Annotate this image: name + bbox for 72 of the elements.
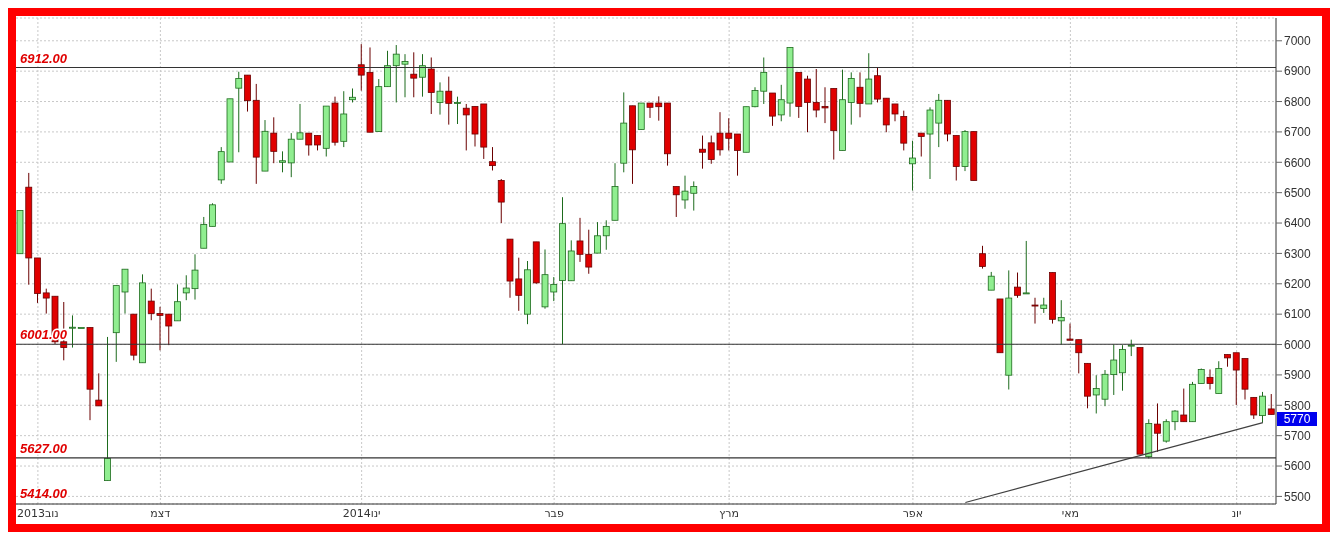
- candlestick: [734, 133, 741, 177]
- candlestick: [987, 271, 995, 291]
- candlestick: [856, 71, 864, 118]
- candlestick: [672, 186, 680, 218]
- y-tick-label: 6200: [1284, 277, 1312, 292]
- ref-line-label: 6912.00: [20, 50, 68, 66]
- text: 5770: [1277, 412, 1317, 427]
- candlestick: [174, 283, 181, 322]
- candlestick: [594, 221, 601, 254]
- candlestick: [874, 67, 881, 103]
- candlestick: [209, 202, 216, 227]
- candlestick: [384, 50, 391, 88]
- candlestick: [454, 96, 461, 125]
- candlestick: [200, 216, 208, 249]
- y-tick-label: 6900: [1284, 64, 1312, 79]
- candlestick: [419, 53, 426, 98]
- x-tick-label: פבר: [544, 506, 564, 520]
- x-tick-label: דצמ: [150, 506, 171, 520]
- candlestick: [979, 245, 986, 270]
- y-tick-label: 5900: [1284, 368, 1312, 383]
- candlestick: [769, 92, 776, 127]
- y-tick-label: 6700: [1284, 125, 1312, 140]
- x-tick-label: מרץ: [719, 506, 739, 520]
- candlestick: [436, 81, 444, 116]
- candlestick: [1014, 272, 1021, 299]
- candlestick: [917, 132, 925, 158]
- candlestick: [1267, 393, 1275, 415]
- ref-line-label: 5627.00: [20, 440, 68, 456]
- y-tick-label: 6800: [1284, 94, 1312, 109]
- y-tick-label: 6400: [1284, 216, 1312, 231]
- candlestick: [445, 76, 453, 126]
- y-tick-label: 5700: [1284, 428, 1312, 443]
- candlestick: [497, 178, 505, 224]
- x-tick-label: אפר: [902, 506, 924, 520]
- candlestick: [427, 56, 435, 115]
- candlestick: [1259, 391, 1266, 424]
- y-tick-label: 6500: [1284, 185, 1312, 200]
- candlestick: [279, 150, 286, 173]
- candlestick: [1031, 297, 1039, 325]
- y-tick-label: 6100: [1284, 307, 1312, 322]
- candlestick: [69, 314, 76, 349]
- y-tick-label: 5600: [1284, 459, 1312, 474]
- candlestick: [847, 71, 855, 126]
- candlestick: [1022, 240, 1030, 295]
- annotation: 5414.00: [20, 486, 67, 501]
- y-tick-label: 6300: [1284, 246, 1312, 261]
- y-tick-label: 5500: [1284, 489, 1312, 504]
- candlestick: [1119, 344, 1126, 392]
- candlestick: [410, 51, 418, 98]
- y-tick-label: 6000: [1284, 337, 1312, 352]
- candlestick: [1250, 396, 1258, 420]
- y-tick-label: 5800: [1284, 398, 1312, 413]
- candlestick: [602, 219, 610, 251]
- candlestick: [235, 71, 243, 153]
- candlestick: [1180, 388, 1188, 423]
- candlestick: [95, 372, 103, 407]
- candlestick: [909, 140, 916, 192]
- candlestick: [804, 75, 811, 133]
- x-tick-label: מאי: [1061, 506, 1080, 520]
- candlestick: [489, 146, 496, 171]
- x-tick-label: ינו2014: [342, 506, 381, 520]
- x-tick-label: יונ: [1231, 506, 1242, 520]
- candlestick: [699, 135, 706, 170]
- candlestick: [270, 116, 278, 164]
- y-tick-label: 6600: [1284, 155, 1312, 170]
- candlestick: [1057, 299, 1065, 346]
- candlestick: [1206, 368, 1214, 390]
- candlestick: [104, 336, 111, 482]
- candlestick: [305, 132, 313, 157]
- y-tick-label: 7000: [1284, 34, 1312, 49]
- x-tick-label: נוב2013: [16, 506, 59, 520]
- candlestick: [1154, 402, 1161, 453]
